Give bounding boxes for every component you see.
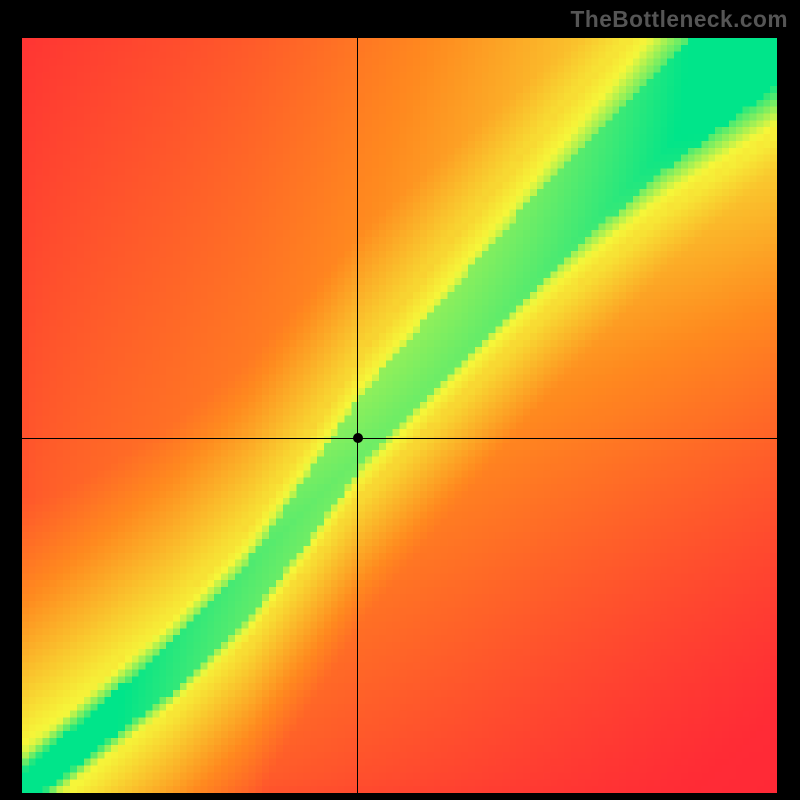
chart-container: TheBottleneck.com	[0, 0, 800, 800]
bottleneck-heatmap	[22, 38, 777, 793]
watermark-text: TheBottleneck.com	[571, 6, 788, 33]
crosshair-horizontal	[22, 438, 777, 439]
selection-marker-dot	[353, 433, 363, 443]
crosshair-vertical	[357, 38, 358, 793]
